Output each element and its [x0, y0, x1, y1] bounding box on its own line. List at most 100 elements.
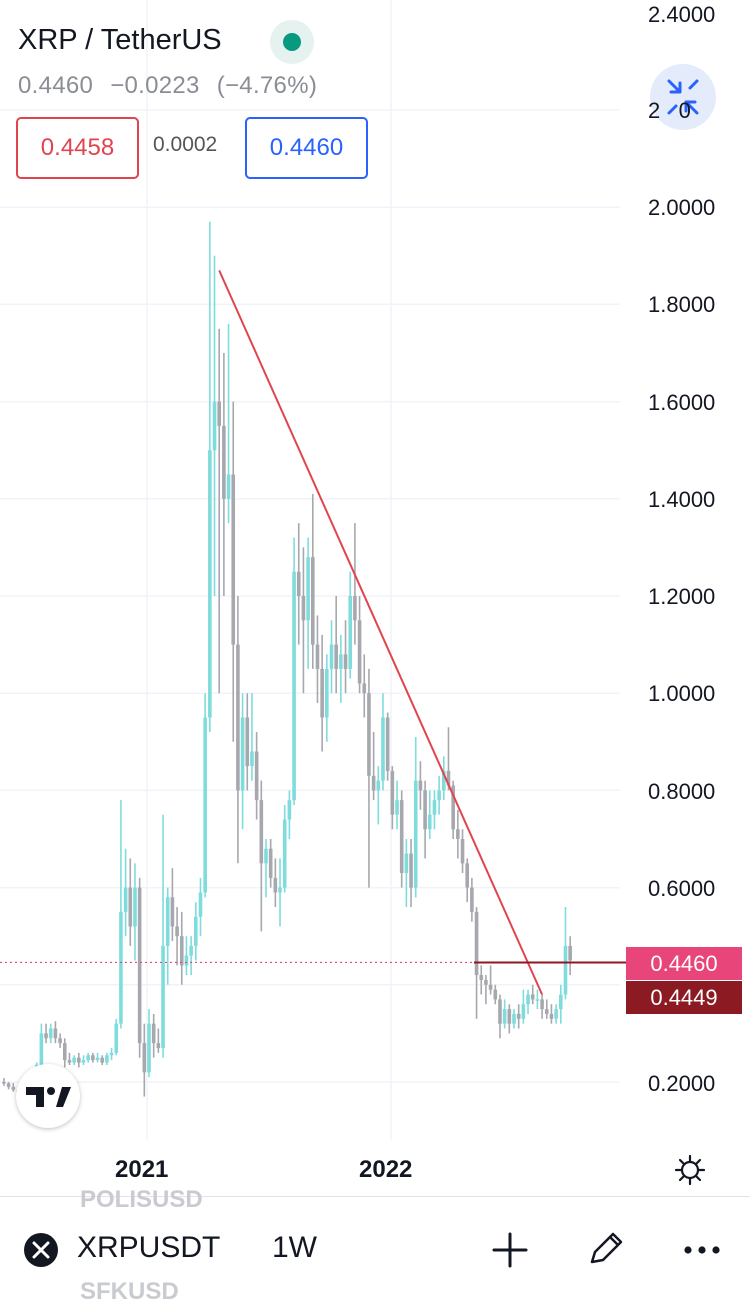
candle-body — [446, 770, 451, 786]
sell-price-button[interactable]: 0.4458 — [16, 117, 139, 179]
candle — [329, 620, 334, 694]
candle-body — [100, 1057, 105, 1063]
candle-body — [409, 853, 413, 888]
candle-body — [240, 717, 245, 791]
candle-body — [287, 800, 292, 820]
candle-body — [91, 1055, 95, 1061]
candle — [95, 1052, 100, 1063]
candle-body — [123, 887, 128, 912]
bottom-toolbar: XRPUSDT 1W — [0, 1222, 750, 1278]
candle-body — [165, 897, 170, 946]
candle — [362, 654, 367, 718]
tradingview-logo-icon[interactable] — [16, 1064, 80, 1128]
candle — [320, 634, 324, 752]
candle-body — [39, 1033, 44, 1065]
candle — [133, 863, 137, 961]
chart-overlay — [0, 269, 626, 995]
candle-body — [521, 1004, 526, 1019]
x-axis-label-2021: 2021 — [115, 1156, 169, 1183]
gear-icon[interactable] — [672, 1152, 708, 1188]
candle — [301, 547, 306, 694]
candle-body — [526, 994, 530, 1005]
xrp-coin-icon[interactable] — [24, 1233, 58, 1267]
candle — [179, 911, 184, 985]
candle — [470, 877, 474, 922]
y-axis-label: 1.4000 — [648, 487, 716, 512]
candle — [446, 727, 451, 791]
candle — [521, 989, 526, 1024]
candle-body — [95, 1057, 100, 1061]
candle-body — [72, 1057, 76, 1063]
candle-body — [530, 994, 535, 1000]
candle-body — [474, 911, 479, 976]
candle-body — [442, 770, 446, 791]
candle — [385, 712, 390, 781]
y-axis-label: 0.2000 — [648, 1071, 716, 1096]
candle-body — [558, 994, 563, 1010]
candle — [62, 1038, 67, 1068]
candle-body — [568, 945, 572, 961]
candle — [502, 999, 507, 1029]
candle — [325, 654, 329, 742]
candle-body — [339, 654, 343, 669]
more-dots-icon[interactable] — [682, 1230, 722, 1270]
y-axis-label: 0.8000 — [648, 779, 716, 804]
candle — [114, 1018, 119, 1056]
candle-body — [44, 1033, 48, 1039]
candle — [240, 693, 245, 830]
y-axis-label-partial: 2 0 — [648, 98, 691, 123]
candle — [413, 736, 418, 898]
y-axis-label: 1.8000 — [648, 292, 716, 317]
interval-selector[interactable]: 1W — [272, 1231, 317, 1264]
symbol-selector[interactable]: XRPUSDT — [77, 1231, 221, 1264]
candle — [381, 693, 385, 791]
candle-body — [465, 863, 470, 888]
candle-body — [222, 425, 226, 499]
candle — [194, 902, 198, 961]
candle-body — [535, 999, 540, 1001]
symbol-title[interactable]: XRP / TetherUS — [18, 24, 222, 56]
candle — [395, 780, 399, 830]
candle — [245, 693, 250, 791]
candle — [259, 780, 264, 932]
candle — [161, 814, 165, 1058]
candle — [451, 780, 455, 839]
candle-body — [11, 1086, 16, 1090]
price-stats: 0.4460 −0.0223 (−4.76%) — [18, 72, 327, 100]
candle-body — [226, 474, 231, 499]
candle-body — [423, 790, 427, 830]
candle — [203, 693, 207, 898]
candle — [376, 766, 381, 825]
y-axis-label: 2.0000 — [648, 195, 716, 220]
candle — [409, 839, 413, 908]
candle — [67, 1052, 72, 1065]
candle-body — [357, 620, 362, 684]
candle — [282, 804, 287, 893]
candle — [86, 1052, 90, 1063]
candle-body — [142, 1043, 147, 1073]
collapse-arrows-icon[interactable] — [650, 64, 716, 130]
candle — [53, 1021, 58, 1044]
candle — [226, 323, 231, 524]
candle — [184, 936, 189, 976]
candle-body — [264, 848, 268, 864]
candle-body — [161, 945, 165, 1048]
plus-icon[interactable] — [490, 1230, 530, 1270]
candle-body — [282, 819, 287, 888]
candle-body — [437, 790, 441, 801]
candlestick-chart[interactable] — [0, 0, 750, 1196]
y-axis-label: 1.6000 — [648, 390, 716, 415]
x-axis-label-2022: 2022 — [359, 1156, 413, 1183]
candle — [254, 732, 259, 820]
candle-body — [399, 800, 404, 874]
candle — [72, 1055, 76, 1065]
candle — [137, 877, 142, 1058]
candle-body — [381, 717, 385, 781]
spread-value: 0.0002 — [153, 133, 218, 156]
pencil-icon[interactable] — [586, 1230, 626, 1270]
buy-price-button[interactable]: 0.4460 — [245, 117, 368, 179]
candle — [442, 756, 446, 801]
candle-body — [133, 887, 137, 927]
candle-body — [334, 644, 338, 669]
candle — [142, 1023, 147, 1097]
